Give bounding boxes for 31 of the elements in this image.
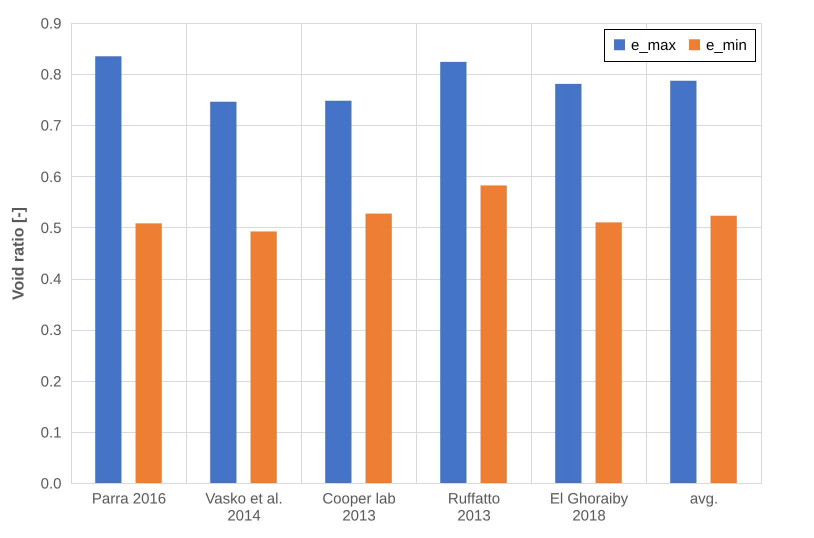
y-tick-label: 0.0 <box>40 476 62 492</box>
y-tick-label: 0.1 <box>40 424 62 442</box>
bar <box>95 56 122 483</box>
y-tick-label: 0.2 <box>40 373 62 390</box>
bar <box>325 100 352 483</box>
legend-label: e_min <box>706 36 747 54</box>
y-tick-label: 0.3 <box>40 322 62 340</box>
x-tick-label: El Ghoraiby 2018 <box>550 490 629 524</box>
bar <box>710 216 737 483</box>
bar <box>250 232 277 483</box>
y-axis-title: Void ratio [-] <box>10 206 28 300</box>
x-tick-label: Parra 2016 <box>92 490 166 508</box>
x-tick-label: avg. <box>690 490 718 508</box>
x-tick-label: Cooper lab 2013 <box>322 490 396 524</box>
bar <box>210 102 236 483</box>
bar <box>440 62 466 483</box>
x-tick-label: Ruffatto 2013 <box>448 490 500 524</box>
bar <box>136 223 162 483</box>
y-tick-label: 0.4 <box>40 271 62 288</box>
y-tick-label: 0.9 <box>40 16 62 32</box>
y-tick-label: 0.6 <box>40 168 62 186</box>
y-tick-label: 0.8 <box>40 66 62 84</box>
bar <box>596 222 622 483</box>
bar <box>555 84 582 483</box>
legend-label: e_max <box>631 36 677 54</box>
y-tick-label: 0.7 <box>40 118 62 135</box>
bar <box>480 186 507 483</box>
bar <box>366 214 392 483</box>
x-tick-label: Vasko et al. 2014 <box>205 490 283 524</box>
bar <box>670 80 696 483</box>
y-tick-label: 0.5 <box>40 220 62 237</box>
